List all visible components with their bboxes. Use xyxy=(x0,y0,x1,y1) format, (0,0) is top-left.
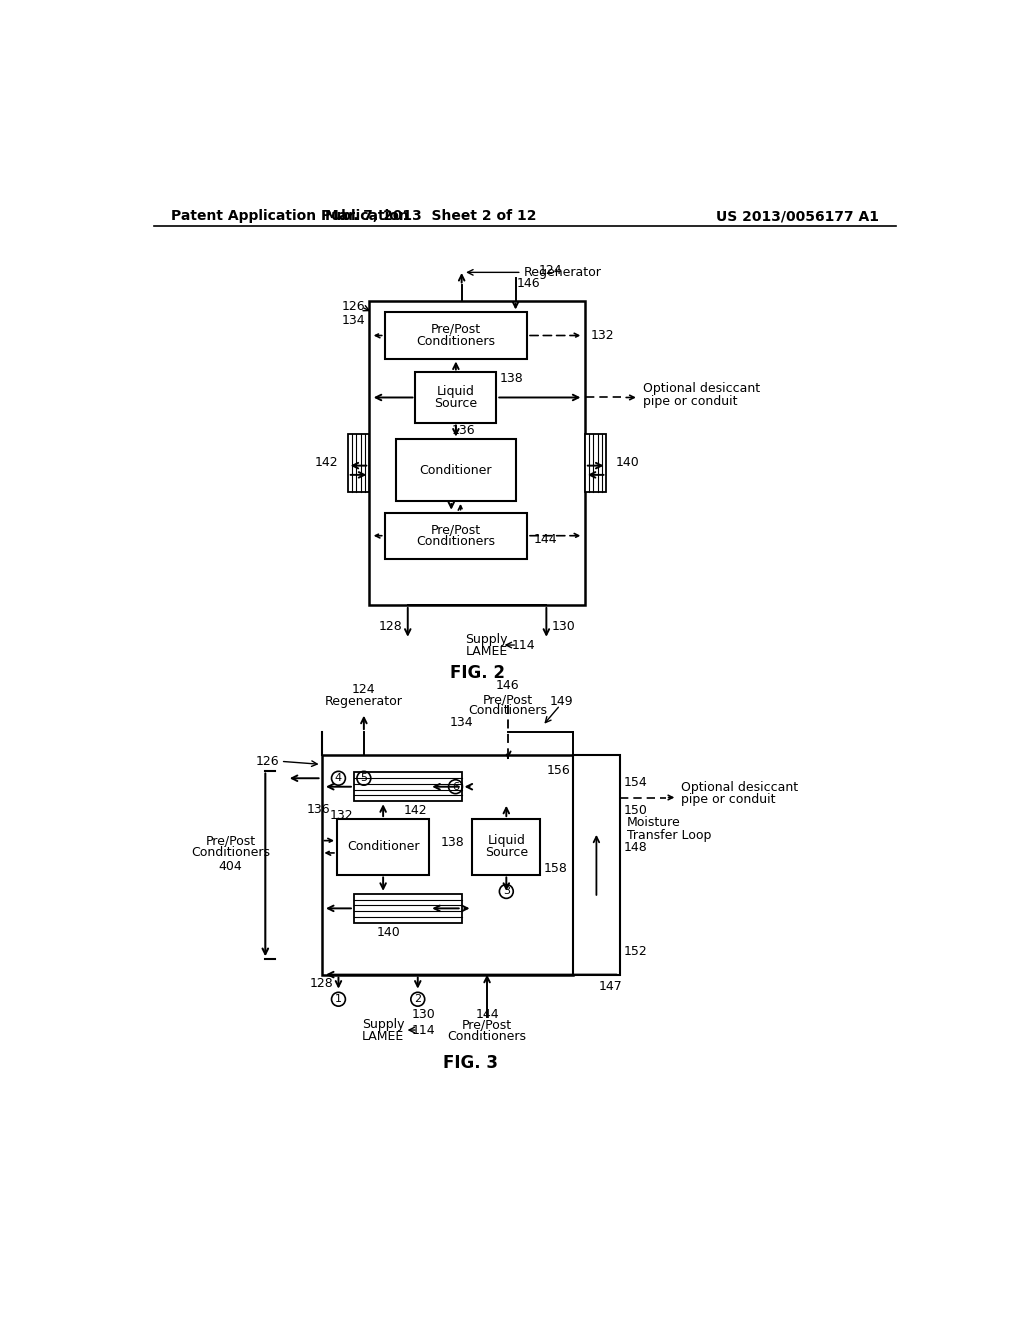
Text: 132: 132 xyxy=(330,809,353,822)
Text: 1: 1 xyxy=(335,994,342,1005)
Text: Pre/Post: Pre/Post xyxy=(431,523,481,536)
Text: Conditioners: Conditioners xyxy=(191,846,270,859)
Text: 134: 134 xyxy=(342,314,366,326)
Bar xyxy=(348,434,370,492)
Text: Moisture: Moisture xyxy=(628,816,681,829)
Text: 136: 136 xyxy=(452,424,475,437)
Text: Conditioners: Conditioners xyxy=(468,704,548,717)
Text: Supply: Supply xyxy=(361,1018,404,1031)
Text: 140: 140 xyxy=(377,925,400,939)
Bar xyxy=(385,512,527,558)
Text: 144: 144 xyxy=(534,533,557,546)
Bar xyxy=(416,372,497,422)
Text: 124: 124 xyxy=(539,264,562,277)
Bar xyxy=(472,818,541,875)
Text: Pre/Post: Pre/Post xyxy=(431,323,481,335)
Text: 146: 146 xyxy=(496,680,519,693)
Text: Optional desiccant: Optional desiccant xyxy=(643,381,760,395)
Text: 142: 142 xyxy=(314,457,339,470)
Text: 158: 158 xyxy=(544,862,567,875)
Text: 142: 142 xyxy=(403,804,427,817)
Text: Source: Source xyxy=(484,846,528,859)
Text: Mar. 7, 2013  Sheet 2 of 12: Mar. 7, 2013 Sheet 2 of 12 xyxy=(325,209,537,223)
Text: FIG. 3: FIG. 3 xyxy=(443,1055,498,1072)
Text: LAMEE: LAMEE xyxy=(362,1030,404,1043)
Text: 152: 152 xyxy=(625,945,648,958)
Text: Pre/Post: Pre/Post xyxy=(462,1019,512,1032)
Text: 3: 3 xyxy=(503,887,510,896)
Text: 130: 130 xyxy=(552,620,575,634)
Bar xyxy=(337,818,429,875)
Text: 150: 150 xyxy=(625,804,648,817)
Text: Patent Application Publication: Patent Application Publication xyxy=(171,209,409,223)
Text: 128: 128 xyxy=(309,977,334,990)
Text: 144: 144 xyxy=(475,1008,499,1022)
Text: 136: 136 xyxy=(307,804,331,816)
Bar xyxy=(370,301,585,605)
Text: 404: 404 xyxy=(219,861,243,874)
Text: US 2013/0056177 A1: US 2013/0056177 A1 xyxy=(716,209,879,223)
Text: 140: 140 xyxy=(615,457,639,470)
Text: Conditioners: Conditioners xyxy=(447,1030,526,1043)
Text: 132: 132 xyxy=(591,329,614,342)
Text: Supply: Supply xyxy=(466,634,508,647)
Bar xyxy=(396,440,515,502)
Text: 130: 130 xyxy=(412,1008,436,1022)
Text: 138: 138 xyxy=(500,372,524,385)
Text: 146: 146 xyxy=(517,277,541,290)
Text: Liquid: Liquid xyxy=(437,385,475,397)
Text: 124: 124 xyxy=(352,684,376,696)
Text: FIG. 2: FIG. 2 xyxy=(450,664,505,681)
Text: pipe or conduit: pipe or conduit xyxy=(643,395,737,408)
Bar xyxy=(354,772,462,801)
Text: LAMEE: LAMEE xyxy=(466,644,508,657)
Text: 138: 138 xyxy=(441,836,465,849)
Text: Optional desiccant: Optional desiccant xyxy=(681,781,799,795)
Text: Liquid: Liquid xyxy=(487,834,525,847)
Text: Conditioner: Conditioner xyxy=(420,463,493,477)
Text: 149: 149 xyxy=(550,694,573,708)
Bar xyxy=(573,755,620,974)
Bar xyxy=(354,894,462,923)
Text: 114: 114 xyxy=(511,639,536,652)
Text: Conditioners: Conditioners xyxy=(417,536,496,548)
Text: Regenerator: Regenerator xyxy=(325,694,402,708)
Text: Pre/Post: Pre/Post xyxy=(206,834,256,847)
Text: Source: Source xyxy=(434,397,477,411)
Bar xyxy=(385,313,527,359)
Text: 5: 5 xyxy=(360,774,368,783)
Text: 154: 154 xyxy=(625,776,648,788)
Text: 126: 126 xyxy=(342,300,366,313)
Text: 126: 126 xyxy=(256,755,280,768)
Text: 2: 2 xyxy=(414,994,421,1005)
Text: 147: 147 xyxy=(598,981,623,994)
Text: 128: 128 xyxy=(379,620,402,634)
Bar xyxy=(322,755,573,974)
Text: pipe or conduit: pipe or conduit xyxy=(681,793,775,807)
Text: 114: 114 xyxy=(412,1023,436,1036)
Text: 156: 156 xyxy=(547,764,570,777)
Text: 134: 134 xyxy=(450,717,473,730)
Text: 6: 6 xyxy=(452,781,459,792)
Text: Regenerator: Regenerator xyxy=(523,265,601,279)
Bar xyxy=(585,434,606,492)
Text: Conditioners: Conditioners xyxy=(417,335,496,348)
Text: 148: 148 xyxy=(625,841,648,854)
Text: Pre/Post: Pre/Post xyxy=(482,693,532,706)
Text: 4: 4 xyxy=(335,774,342,783)
Text: Conditioner: Conditioner xyxy=(347,841,420,853)
Text: Transfer Loop: Transfer Loop xyxy=(628,829,712,842)
